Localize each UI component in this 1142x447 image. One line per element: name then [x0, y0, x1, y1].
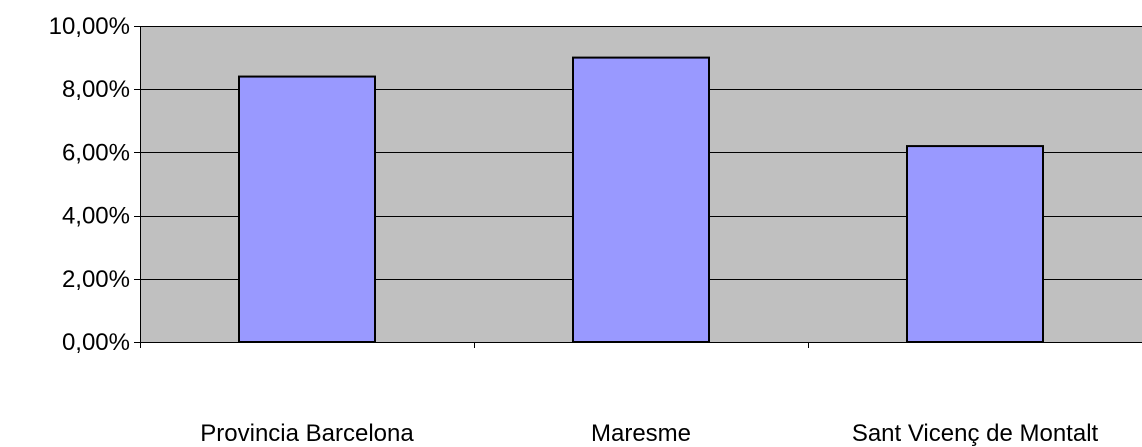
x-category-label: Sant Vicenç de Montalt — [852, 420, 1099, 447]
y-tick-label: 6,00% — [62, 139, 130, 166]
bar — [238, 75, 376, 343]
bars — [238, 56, 1044, 343]
x-category-label: Maresme — [591, 420, 691, 447]
x-category-label: Provincia Barcelona — [200, 420, 414, 447]
bar — [906, 145, 1044, 343]
axes — [134, 26, 1142, 348]
y-tick-label: 0,00% — [62, 329, 130, 356]
y-tick-label: 4,00% — [62, 203, 130, 230]
bar — [572, 56, 710, 343]
x-axis-category-labels: Provincia Barcelona Maresme Sant Vicenç de… — [200, 420, 1098, 447]
y-tick-label: 8,00% — [62, 76, 130, 103]
y-tick-label: 2,00% — [62, 266, 130, 293]
y-axis-tick-labels: 0,00% 2,00% 4,00% 6,00% 8,00% 10,00% — [49, 13, 130, 356]
y-tick-label: 10,00% — [49, 13, 130, 40]
